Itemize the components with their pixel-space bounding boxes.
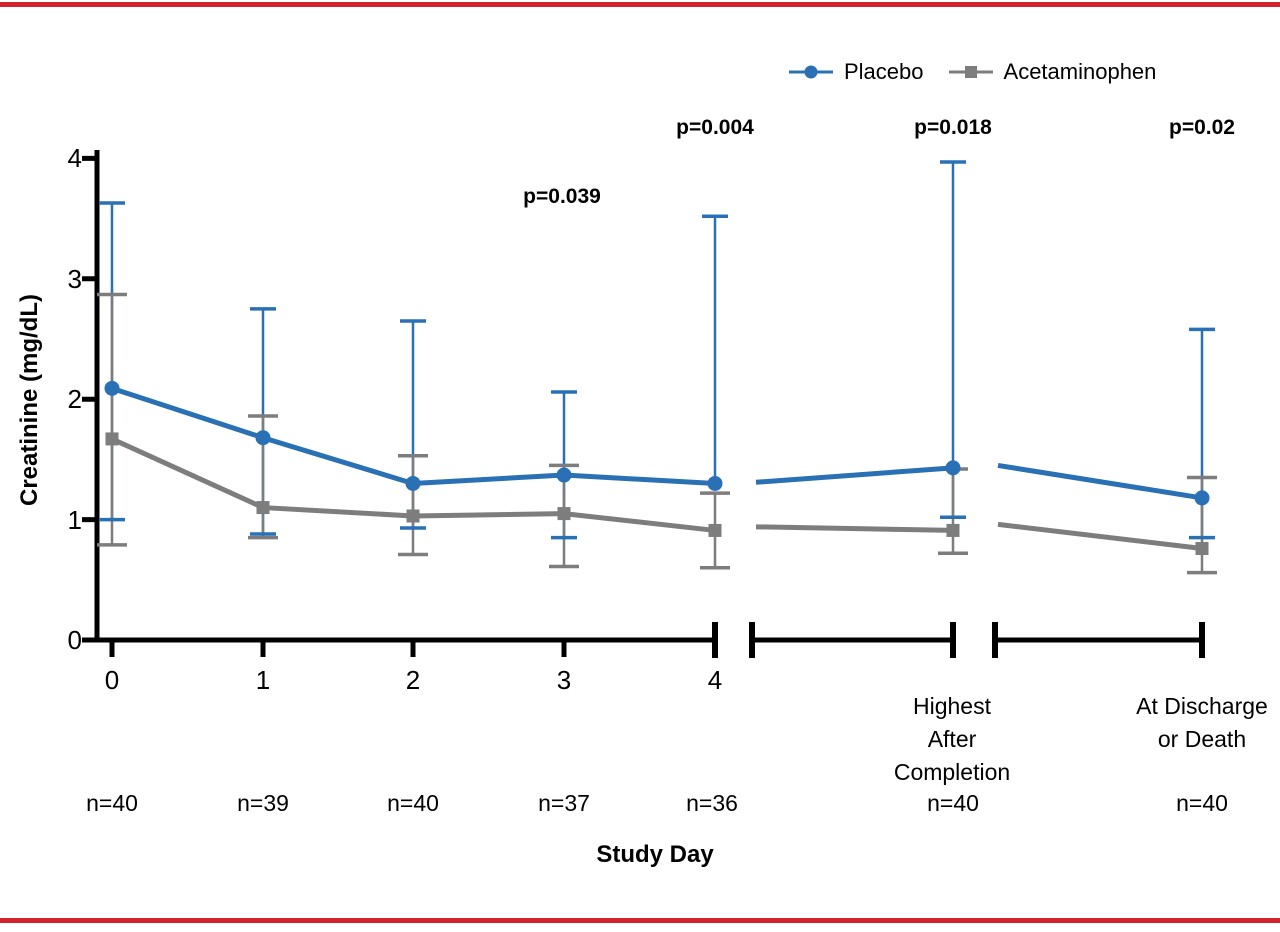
y-tick-label-3: 3 <box>67 264 82 294</box>
p-value-discharge: p=0.02 <box>1169 116 1235 139</box>
y-tick-label-0: 0 <box>67 625 82 655</box>
legend-item-placebo: Placebo <box>786 58 924 86</box>
acetaminophen-data-point <box>105 432 119 446</box>
x-category-label-line: Highest <box>913 693 991 719</box>
n-label-day4: n=36 <box>686 790 738 816</box>
placebo-data-point <box>104 380 120 396</box>
x-category-label-discharge: At Discharge or Death <box>1087 690 1280 756</box>
placebo-data-point <box>255 430 271 446</box>
x-tick-label-0: 0 <box>104 665 120 695</box>
bottom-border-line <box>0 918 1280 923</box>
placebo-series-line-segment <box>755 465 954 485</box>
x-tick-label-3: 3 <box>556 665 572 695</box>
x-tick-label-4: 4 <box>707 665 723 695</box>
x-category-label-line: or Death <box>1157 726 1247 752</box>
x-category-label-line: At Discharge <box>1136 693 1268 719</box>
acetaminophen-series-line-segment <box>997 521 1203 551</box>
acetaminophen-data-point <box>256 501 270 515</box>
n-label-day3: n=37 <box>538 790 590 816</box>
n-label-day1: n=39 <box>237 790 289 816</box>
p-value-day4: p=0.004 <box>676 116 754 139</box>
placebo-line-circle-icon <box>789 65 833 79</box>
y-tick-label-4: 4 <box>67 143 82 173</box>
acetaminophen-data-point <box>946 523 960 537</box>
y-tick-label-1: 1 <box>67 505 82 535</box>
placebo-data-point <box>707 475 723 491</box>
top-border-line <box>0 2 1280 7</box>
legend-label-placebo: Placebo <box>844 59 924 84</box>
p-value-highest: p=0.018 <box>914 116 992 139</box>
acetaminophen-data-point <box>557 507 571 521</box>
acetaminophen-line-square-icon <box>948 66 993 78</box>
x-tick-label-1: 1 <box>255 665 271 695</box>
x-category-label-highest: Highest After Completion <box>837 690 1067 789</box>
n-label-day2: n=40 <box>387 790 439 816</box>
n-label-highest: n=40 <box>927 790 979 816</box>
placebo-data-point <box>556 467 572 483</box>
placebo-data-point <box>405 475 421 491</box>
acetaminophen-data-point <box>708 523 722 537</box>
legend-item-acetaminophen: Acetaminophen <box>946 58 1157 86</box>
x-tick-label-2: 2 <box>405 665 421 695</box>
x-category-label-line: After <box>927 726 977 752</box>
n-label-day0: n=40 <box>86 790 138 816</box>
p-value-day3: p=0.039 <box>523 185 601 208</box>
chart-legend: Placebo Acetaminophen <box>786 58 1156 86</box>
acetaminophen-series-line-segment <box>755 524 954 533</box>
placebo-data-point <box>1194 490 1210 506</box>
legend-label-acetaminophen: Acetaminophen <box>1003 59 1157 84</box>
x-axis-title: Study Day <box>596 841 714 868</box>
acetaminophen-data-point <box>1195 541 1209 555</box>
legend-square-marker <box>964 66 977 78</box>
y-tick-label-2: 2 <box>67 384 82 414</box>
x-category-label-line: Completion <box>893 759 1011 785</box>
acetaminophen-data-point <box>406 509 420 523</box>
n-label-discharge: n=40 <box>1176 790 1228 816</box>
placebo-data-point <box>945 460 961 476</box>
placebo-series-line-segment <box>997 462 1203 501</box>
legend-circle-marker <box>804 65 818 79</box>
